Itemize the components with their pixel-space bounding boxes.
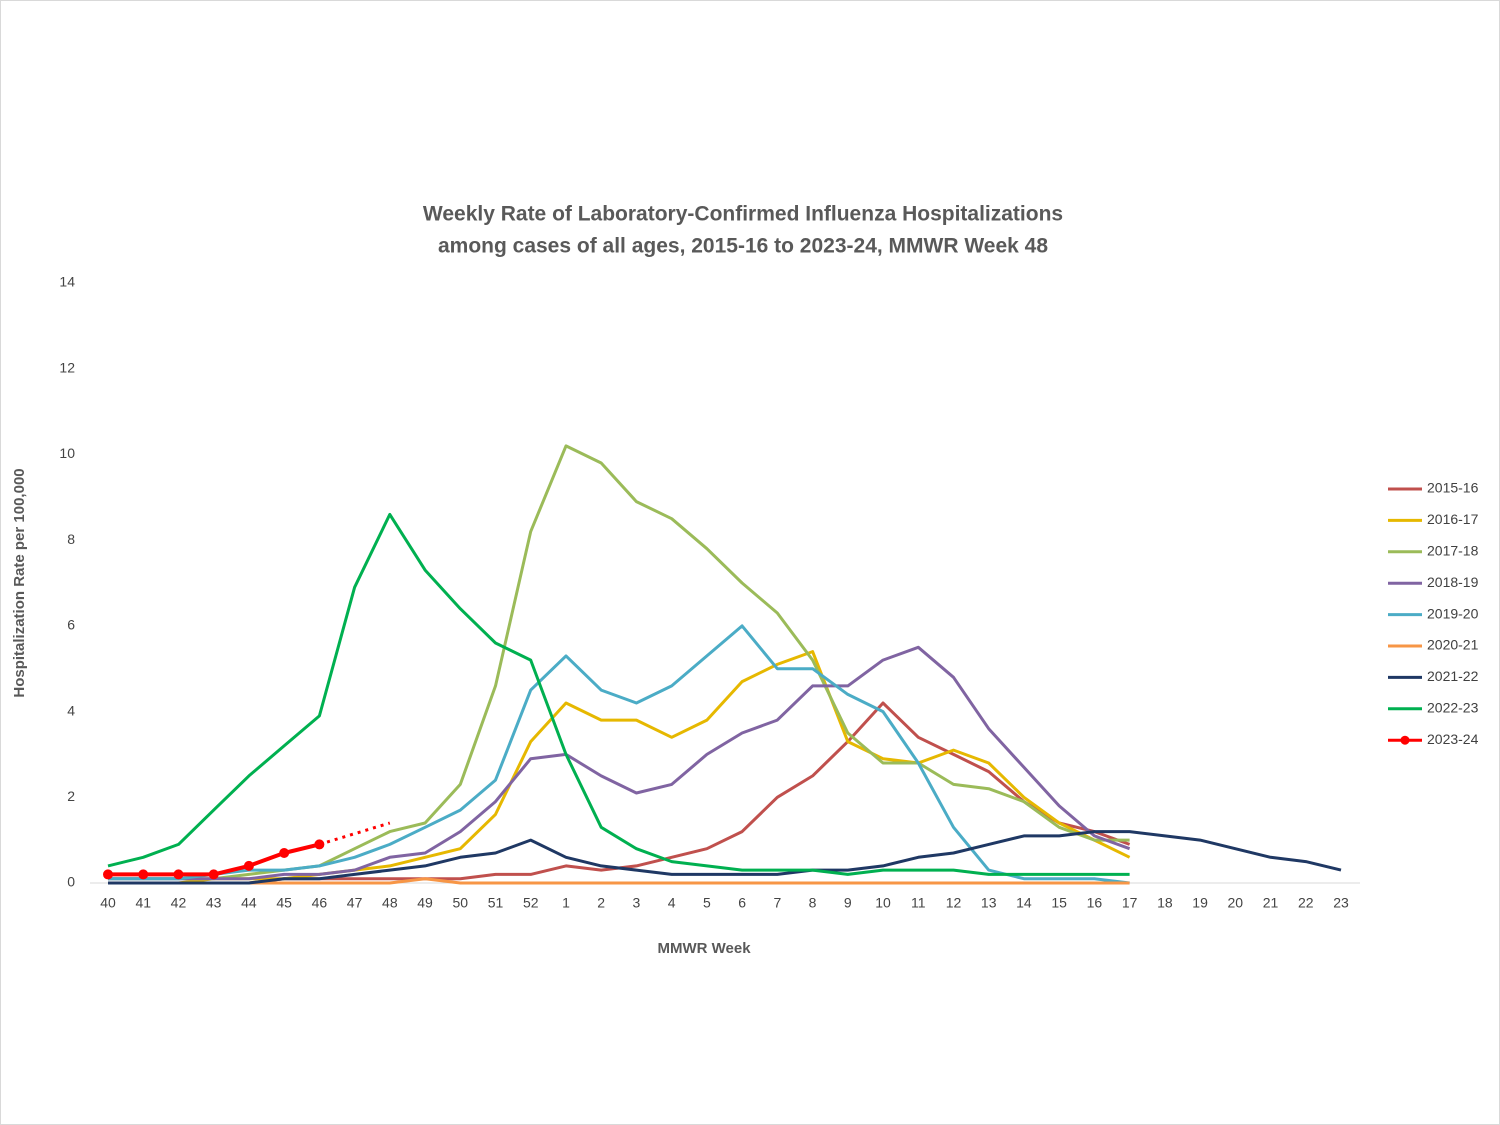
- x-tick-label: 21: [1263, 895, 1279, 911]
- x-tick-label: 11: [911, 895, 926, 911]
- x-tick-label: 17: [1122, 895, 1138, 911]
- x-tick-label: 45: [276, 895, 292, 911]
- data-point: [243, 860, 254, 871]
- x-axis-title: MMWR Week: [657, 940, 751, 957]
- y-tick-label: 14: [59, 274, 75, 290]
- x-tick-label: 40: [100, 895, 116, 911]
- x-tick-label: 41: [135, 895, 151, 911]
- legend-label: 2022-23: [1427, 700, 1479, 716]
- series-line: [108, 624, 1130, 885]
- series-line: [107, 512, 1130, 876]
- data-point: [208, 869, 219, 880]
- x-tick-label: 15: [1051, 895, 1067, 911]
- data-point: [314, 839, 325, 850]
- series-line: [108, 645, 1131, 881]
- x-tick-label: 47: [347, 895, 363, 911]
- x-tick-label: 3: [633, 895, 641, 911]
- y-tick-label: 8: [67, 531, 75, 547]
- y-tick-label: 2: [67, 788, 75, 804]
- series-line: [108, 830, 1342, 885]
- y-tick-label: 10: [59, 445, 75, 461]
- y-axis-title: Hospitalization Rate per 100,000: [11, 468, 28, 697]
- legend-label: 2021-22: [1427, 668, 1479, 684]
- legend-marker: [1400, 735, 1410, 745]
- chart-title: Weekly Rate of Laboratory-Confirmed Infl…: [423, 203, 1063, 226]
- x-tick-label: 19: [1192, 895, 1208, 911]
- y-tick-label: 6: [67, 617, 75, 633]
- data-point: [173, 869, 184, 880]
- x-tick-label: 6: [738, 895, 746, 911]
- series-line: [108, 877, 1130, 885]
- y-tick-label: 0: [67, 874, 75, 890]
- data-point: [103, 869, 113, 880]
- x-tick-label: 7: [773, 895, 781, 911]
- x-tick-label: 22: [1298, 895, 1314, 911]
- x-tick-label: 44: [241, 895, 257, 911]
- x-tick-label: 14: [1016, 895, 1032, 911]
- legend-label: 2020-21: [1427, 637, 1479, 653]
- x-tick-label: 51: [488, 895, 504, 911]
- x-tick-label: 1: [562, 895, 570, 911]
- legend-label: 2023-24: [1427, 731, 1479, 747]
- x-tick-label: 46: [312, 895, 328, 911]
- x-tick-label: 8: [809, 895, 817, 911]
- x-tick-label: 4: [668, 895, 676, 911]
- x-tick-label: 5: [703, 895, 711, 911]
- x-tick-label: 23: [1333, 895, 1349, 911]
- data-point: [279, 848, 290, 858]
- x-tick-label: 50: [452, 895, 468, 911]
- x-tick-label: 12: [946, 895, 962, 911]
- legend-label: 2015-16: [1427, 480, 1479, 496]
- x-tick-label: 18: [1157, 895, 1173, 911]
- legend-label: 2019-20: [1427, 605, 1479, 621]
- chart-title: among cases of all ages, 2015-16 to 2023…: [438, 235, 1048, 258]
- x-tick-label: 2: [597, 895, 605, 911]
- x-tick-label: 48: [382, 895, 398, 911]
- x-tick-label: 13: [981, 895, 997, 911]
- x-tick-label: 49: [417, 895, 433, 911]
- x-tick-label: 42: [171, 895, 187, 911]
- y-tick-label: 12: [59, 359, 75, 375]
- data-point: [138, 869, 149, 880]
- x-tick-label: 10: [875, 895, 891, 911]
- x-tick-label: 9: [844, 895, 852, 911]
- legend-label: 2018-19: [1427, 574, 1479, 590]
- legend-label: 2017-18: [1427, 543, 1479, 559]
- x-tick-label: 20: [1228, 895, 1244, 911]
- x-tick-label: 16: [1087, 895, 1103, 911]
- legend-label: 2016-17: [1427, 511, 1479, 527]
- x-tick-label: 43: [206, 895, 222, 911]
- x-tick-label: 52: [523, 895, 539, 911]
- y-tick-label: 4: [67, 702, 75, 718]
